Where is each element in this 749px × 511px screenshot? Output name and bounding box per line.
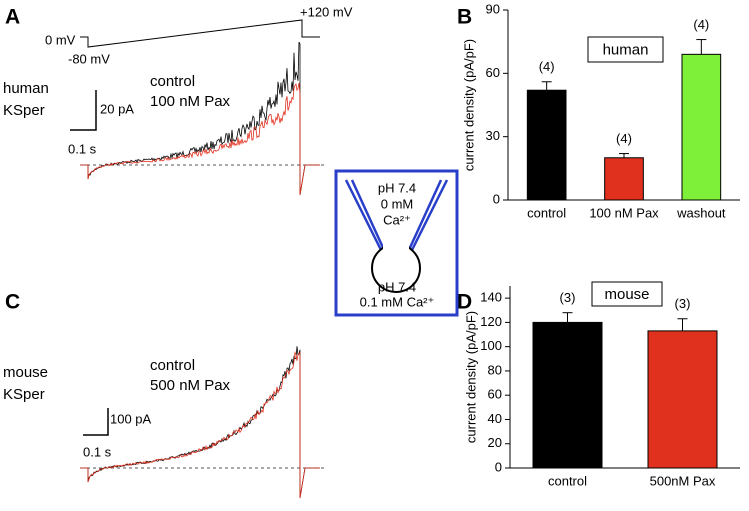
y-tick-label: 100 [480, 338, 502, 353]
n-label: (3) [560, 290, 576, 305]
scale-bar [70, 90, 97, 131]
scale-label: 20 pA [100, 101, 134, 116]
y-tick-label: 60 [488, 387, 502, 402]
y-tick-label: 120 [480, 314, 502, 329]
n-label: (4) [539, 59, 555, 74]
pipettes [344, 179, 449, 253]
scale-bar [83, 408, 109, 436]
cell-opening [383, 240, 409, 252]
bar [526, 89, 567, 201]
diagram-frame [334, 169, 459, 317]
chart-title: human [603, 41, 649, 58]
bar [681, 53, 722, 201]
panel-label: B [457, 6, 472, 29]
y-tick-label: 40 [488, 411, 502, 426]
cell-label: human [3, 80, 49, 97]
bar [604, 157, 644, 201]
scale-label: 0.1 s [68, 141, 97, 156]
bottom-solution: pH 7.4 [378, 279, 416, 294]
protocol [80, 19, 320, 48]
y-tick-label: 0 [495, 459, 502, 474]
bar [647, 330, 718, 469]
protocol-label: -80 mV [68, 51, 110, 66]
x-tick-label: 500nM Pax [650, 473, 716, 488]
y-axis-label: current density (pA/pF) [461, 39, 476, 171]
trace [80, 82, 320, 196]
scale-label: 100 pA [110, 411, 152, 426]
y-tick-label: 20 [488, 435, 502, 450]
cell-label: mouse [3, 364, 48, 381]
bottom-solution: 0.1 mM Ca²⁺ [360, 294, 435, 309]
protocol-label: +120 mV [300, 4, 353, 19]
n-label: (4) [693, 17, 709, 32]
panel-label: D [457, 291, 472, 314]
y-tick-label: 140 [480, 290, 502, 305]
trace [80, 351, 320, 499]
legend-label: control [150, 73, 195, 90]
n-label: (3) [675, 296, 691, 311]
cell-label: KSper [3, 102, 45, 119]
y-axis-label: current density (pA/pF) [463, 311, 478, 443]
x-tick-label: control [548, 473, 587, 488]
top-solution: 0 mM [381, 196, 414, 211]
panel-label: A [5, 6, 20, 29]
title-box [591, 281, 663, 307]
legend-label: 500 nM Pax [150, 377, 231, 394]
y-tick-label: 90 [486, 1, 500, 16]
y-tick-label: 60 [486, 65, 500, 80]
y-tick-label: 80 [488, 362, 502, 377]
chart-title: mouse [604, 286, 649, 303]
legend-label: control [150, 357, 195, 374]
protocol-label: 0 mV [45, 32, 76, 47]
y-tick-label: 0 [493, 191, 500, 206]
top-solution: pH 7.4 [378, 180, 416, 195]
scale-label: 0.1 s [83, 444, 112, 459]
legend-label: 100 nM Pax [150, 93, 231, 110]
n-label: (4) [616, 131, 632, 146]
trace [80, 41, 320, 196]
bar [532, 321, 603, 469]
x-tick-label: 100 nM Pax [589, 205, 659, 220]
x-tick-label: washout [676, 205, 726, 220]
cell-label: KSper [3, 386, 45, 403]
x-tick-label: control [527, 205, 566, 220]
diagram: pH 7.4 0 mM Ca²⁺ pH 7.4 0.1 mM Ca²⁺ [334, 169, 459, 317]
y-tick-label: 30 [486, 128, 500, 143]
title-box [587, 36, 664, 63]
top-solution: Ca²⁺ [383, 212, 411, 227]
panel-label: C [5, 291, 20, 314]
